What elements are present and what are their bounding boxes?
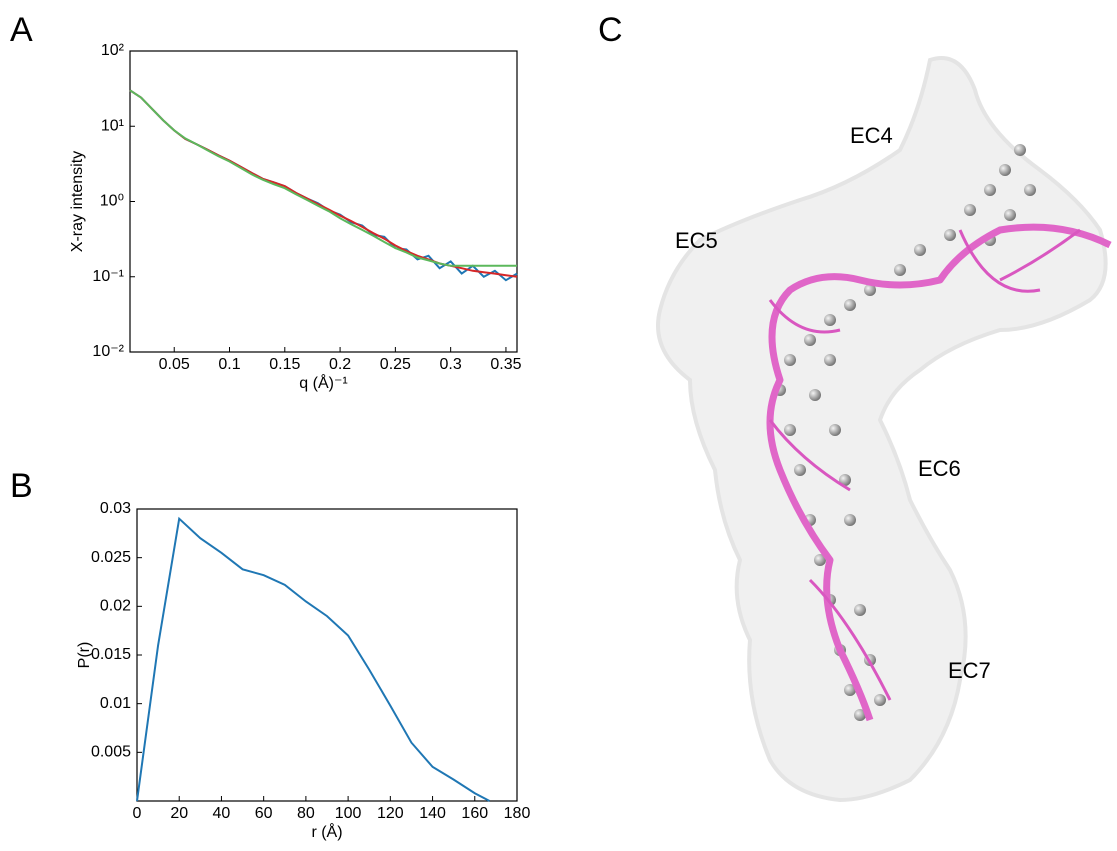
x-tick-label: 20 [170,805,188,822]
x-tick-label: 0.1 [218,356,240,373]
x-tick-label: 100 [335,805,362,822]
x-tick-label: 0.35 [490,356,521,373]
y-tick-label: 10² [101,42,125,59]
domain-label: EC6 [918,456,961,481]
x-tick-label: 60 [255,805,273,822]
data-line [129,89,518,278]
plot-frame [129,50,518,353]
x-tick-label: 0.25 [380,356,411,373]
y-tick-label: 0.01 [100,695,131,712]
y-tick-label: 10⁻² [92,343,124,360]
data-line [129,89,518,282]
x-tick-label: 0 [133,805,142,822]
y-tick-label: 0.025 [91,549,131,566]
x-tick-label: 140 [419,805,446,822]
x-tick-label: 0.05 [159,356,190,373]
data-line [129,89,517,267]
x-tick-label: 80 [297,805,315,822]
y-tick-label: 0.02 [100,598,131,615]
y-tick-label: 0.005 [91,744,131,761]
y-tick-label: 0.03 [100,500,131,517]
structure-image [656,56,1112,803]
data-line [136,516,491,802]
x-axis-label: r (Å) [311,822,342,841]
x-tick-label: 0.2 [329,356,351,373]
x-tick-label: 0.3 [440,356,462,373]
y-tick-label: 10¹ [101,117,124,134]
y-tick-label: 0.015 [91,646,131,663]
panel-label: C [598,11,623,49]
y-tick-label: 10⁻¹ [92,268,124,285]
plot-frame [136,508,518,802]
domain-label: EC5 [675,228,718,253]
y-tick-label: 10⁰ [100,193,124,210]
x-tick-label: 160 [461,805,488,822]
y-axis-label: X-ray intensity [69,151,86,252]
x-tick-label: 0.15 [269,356,300,373]
y-axis-label: P(r) [76,642,93,669]
domain-label: EC7 [948,658,991,683]
x-tick-label: 180 [504,805,531,822]
x-tick-label: 40 [213,805,231,822]
domain-label: EC4 [850,123,893,148]
x-axis-label: q (Å)⁻¹ [299,373,347,392]
panel-label: B [10,467,33,505]
panel-label: A [10,11,33,49]
x-tick-label: 120 [377,805,404,822]
